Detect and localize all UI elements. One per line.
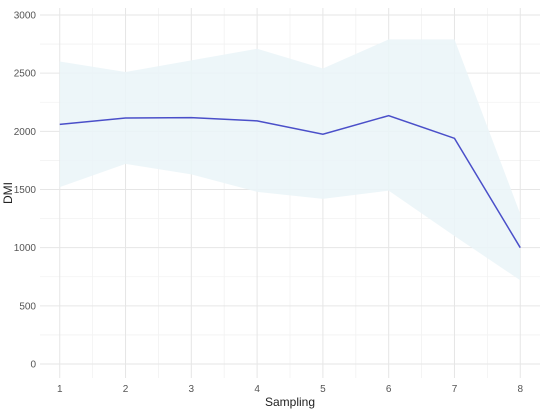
y-tick-label: 500 [19, 301, 36, 312]
x-tick-label: 7 [452, 384, 458, 395]
y-tick-label: 0 [30, 360, 36, 371]
x-tick-label: 8 [517, 384, 523, 395]
x-tick-label: 5 [320, 384, 326, 395]
x-tick-label: 6 [386, 384, 392, 395]
confidence-band [59, 39, 521, 281]
x-tick-label: 3 [189, 384, 195, 395]
y-tick-labels: 0 500 1000 1500 2000 2500 3000 [14, 10, 37, 370]
x-tick-label: 1 [57, 384, 63, 395]
y-tick-label: 1000 [14, 243, 37, 254]
x-tick-label: 4 [254, 384, 260, 395]
series-line [59, 114, 521, 249]
x-axis-title: Sampling [265, 395, 315, 409]
y-tick-label: 2000 [14, 127, 37, 138]
y-tick-label: 1500 [14, 185, 37, 196]
y-tick-label: 2500 [14, 69, 37, 80]
x-tick-label: 2 [123, 384, 129, 395]
x-tick-labels: 1 2 3 4 5 6 7 8 [57, 384, 524, 395]
y-tick-label: 3000 [14, 10, 37, 21]
y-axis-title: DMI [1, 182, 15, 204]
